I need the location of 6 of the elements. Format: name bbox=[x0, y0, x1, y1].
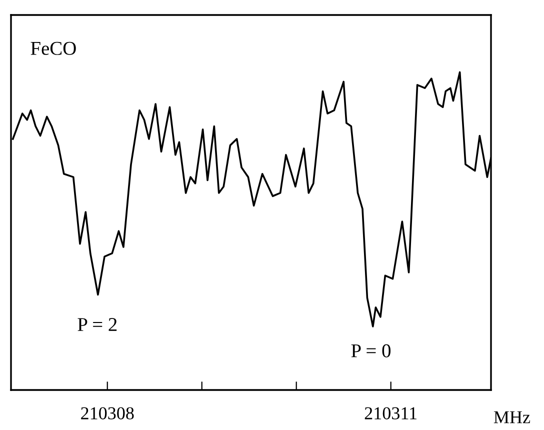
x-tick-label: 210311 bbox=[364, 407, 417, 420]
text: FeCO bbox=[30, 42, 76, 55]
x-tick-label: 210308 bbox=[81, 407, 134, 420]
x-axis-title: MHz bbox=[494, 411, 530, 424]
annotation: P = 2 bbox=[78, 318, 117, 331]
annotation: P = 0 bbox=[351, 344, 391, 358]
